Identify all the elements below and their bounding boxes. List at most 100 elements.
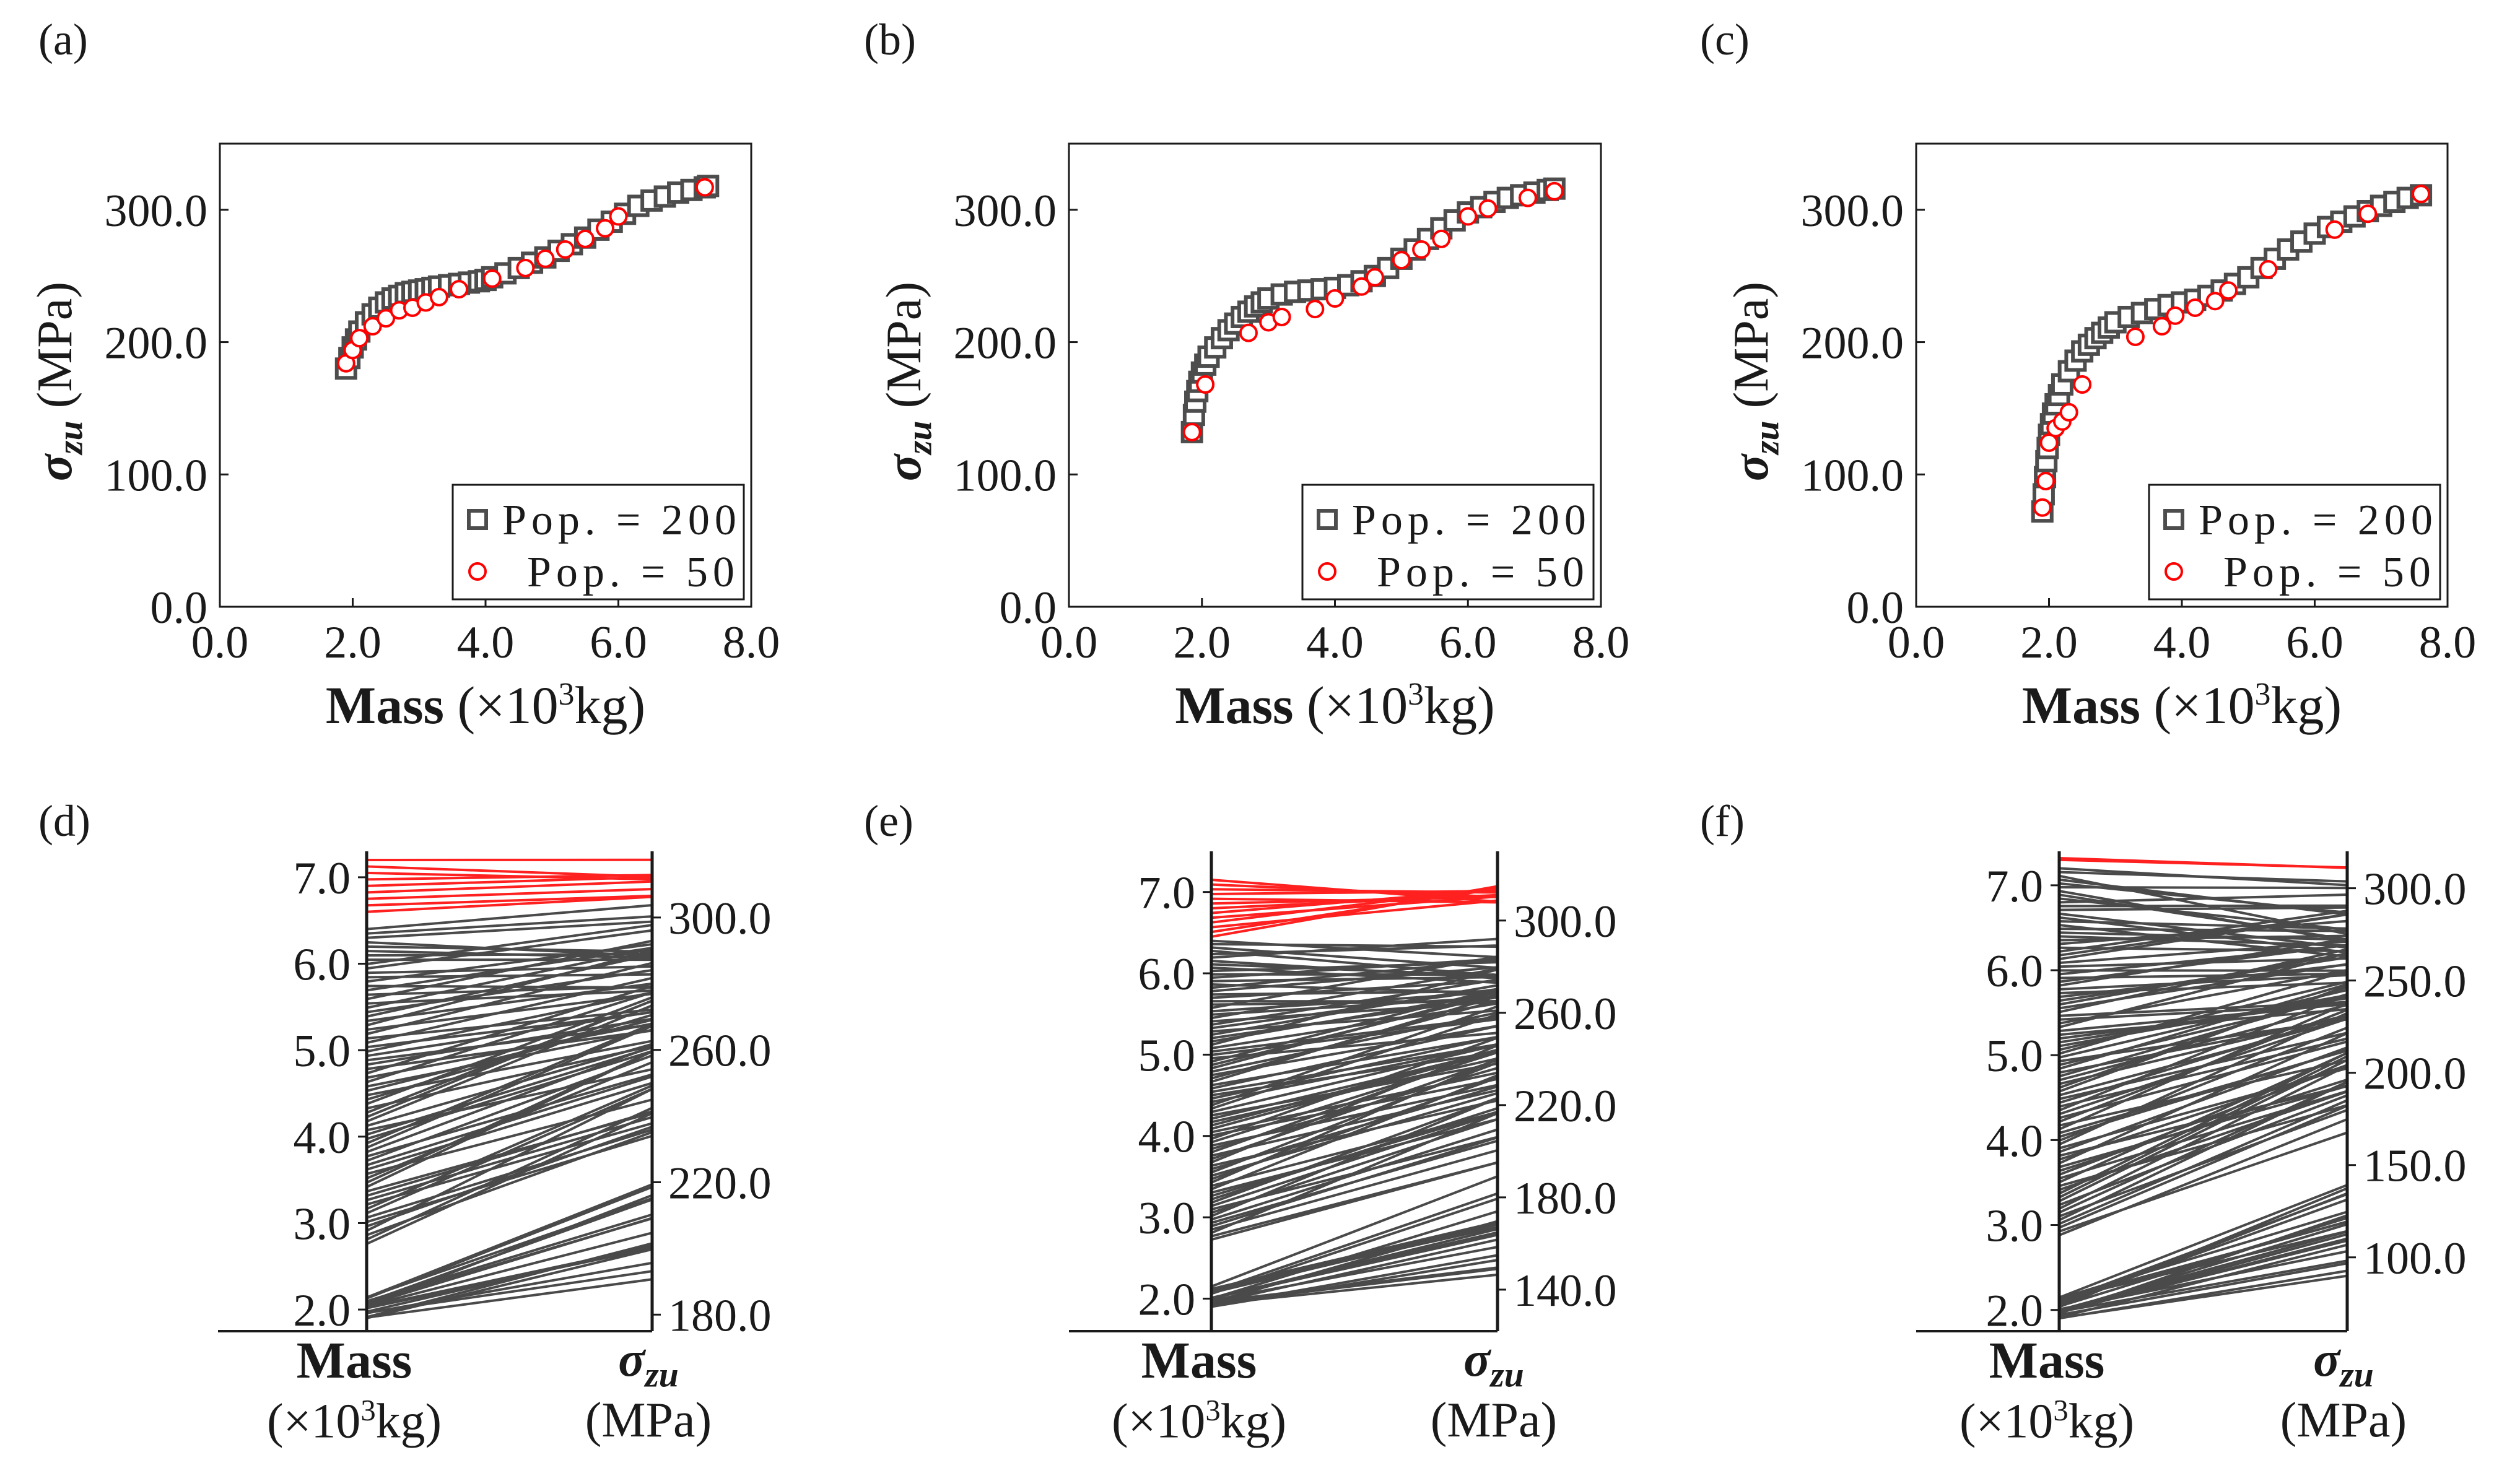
solution-line <box>366 1111 653 1193</box>
mass-tick-label: 3.0 <box>1138 1193 1196 1244</box>
marker-circle-pop50 <box>2059 402 2078 422</box>
solution-line <box>366 1261 653 1314</box>
marker-circle-pop50 <box>2325 220 2344 239</box>
y-axis-title-a: σzu (MPa) <box>28 282 90 481</box>
solution-line <box>1211 1084 1498 1147</box>
x-axis-title-c-sup: 3 <box>2255 677 2271 712</box>
solution-line <box>1211 1139 1498 1224</box>
solution-line <box>1211 1002 1498 1050</box>
solution-line <box>1211 1024 1498 1077</box>
marker-circle-pop50 <box>556 240 575 259</box>
x-tick-label: 8.0 <box>1572 617 1630 668</box>
solution-line <box>2059 1004 2348 1082</box>
solution-line <box>2059 1037 2348 1108</box>
solution-line <box>2059 1078 2348 1173</box>
x-axis-title-c: Mass (×103kg) <box>2022 675 2342 735</box>
y-tick-label: 100.0 <box>954 450 1057 501</box>
mass-axis-label-d-bold: Mass <box>297 1332 412 1389</box>
pareto-highlight-line <box>1211 895 1498 919</box>
solution-line <box>366 1045 653 1110</box>
solution-line <box>1211 1223 1498 1294</box>
solution-line <box>1211 1266 1498 1303</box>
marker-circle-pop50 <box>575 229 595 248</box>
x-axis-title-b: Mass (×103kg) <box>1175 675 1494 735</box>
solution-line <box>1211 949 1498 977</box>
stress-axis-symbol-f-symbol: σ <box>2313 1332 2341 1387</box>
solution-line <box>366 949 653 959</box>
y-axis-title-b-symbol: σ <box>877 453 931 481</box>
solution-line <box>1211 984 1498 1036</box>
solution-line <box>366 1068 653 1132</box>
pareto-highlight-line <box>366 894 653 907</box>
solution-line <box>366 991 653 1084</box>
stress-axis-unit-f: (MPa) <box>2280 1393 2407 1448</box>
solution-line <box>1211 942 1498 949</box>
solution-line <box>366 1231 653 1308</box>
y-axis-title-b-subscript: zu <box>900 420 940 455</box>
pareto-highlight-line <box>1211 890 1498 895</box>
mass-tick-label: 5.0 <box>294 1026 351 1077</box>
marker-circle-pop50 <box>363 316 382 336</box>
x-tick-label: 2.0 <box>324 617 381 668</box>
x-tick-label: 8.0 <box>723 617 780 668</box>
marker-circle-pop50 <box>1306 300 1325 319</box>
solution-line <box>366 904 653 931</box>
solution-line <box>2059 1064 2348 1210</box>
solution-line <box>366 1023 653 1062</box>
solution-line <box>366 1122 653 1206</box>
marker-circle-pop50 <box>2125 328 2145 347</box>
y-axis-title-a-symbol: σ <box>28 453 82 481</box>
solution-line <box>366 920 653 939</box>
stress-tick-label: 220.0 <box>1514 1081 1617 1132</box>
solution-line <box>2059 874 2348 936</box>
marker-circle-pop50 <box>2259 260 2278 279</box>
solution-line <box>366 1116 653 1202</box>
solution-line <box>366 965 653 975</box>
x-axis-title-a-unit: (×10 <box>458 675 559 735</box>
solution-line <box>2059 867 2348 887</box>
x-axis-title-b-sup: 3 <box>1408 677 1424 712</box>
solution-line <box>2059 934 2348 942</box>
x-axis-title-c-unit-rest: kg) <box>2270 675 2342 735</box>
marker-circle-pop50 <box>1182 422 1201 441</box>
solution-line <box>366 1084 653 1210</box>
solution-line <box>366 1278 653 1319</box>
x-tick-label: 0.0 <box>1040 617 1098 668</box>
marker-circle-pop50 <box>377 309 396 328</box>
mass-tick-label: 6.0 <box>294 940 351 991</box>
mass-tick-label: 6.0 <box>1138 949 1196 1000</box>
solution-line <box>2059 1259 2348 1313</box>
y-axis-title-b: σzu (MPa) <box>877 282 940 481</box>
mass-tick-label: 6.0 <box>1986 946 2044 997</box>
stress-axis-symbol-e: σzu <box>1463 1332 1524 1395</box>
solution-line <box>2059 912 2348 949</box>
x-tick-label: 8.0 <box>2419 617 2477 668</box>
x-tick-label: 4.0 <box>1306 617 1364 668</box>
legend-label-pop200: Pop. = 200 <box>502 497 741 544</box>
solution-line <box>1211 1220 1498 1290</box>
solution-line <box>1211 966 1498 984</box>
solution-line <box>2059 1017 2348 1097</box>
legend-marker-circle <box>1318 562 1336 581</box>
marker-circle-pop50 <box>1478 199 1498 218</box>
mass-tick-label: 2.0 <box>1986 1286 2044 1337</box>
mass-axis-label-f-unit-pre: (×10 <box>1960 1394 2053 1449</box>
mass-axis-label-f-unit-rest: kg) <box>2069 1394 2134 1449</box>
solution-line <box>2059 1040 2348 1119</box>
x-tick-label: 2.0 <box>2020 617 2078 668</box>
mass-tick-label: 2.0 <box>294 1285 351 1336</box>
legend-label-pop50: Pop. = 50 <box>1377 549 1589 596</box>
mass-axis-label-f-unit: (×103kg) <box>1960 1394 2134 1449</box>
stress-axis-symbol-d-subscript: zu <box>643 1356 678 1395</box>
data-lines-e <box>1211 878 1498 1308</box>
pareto-highlight-line <box>366 880 653 894</box>
marker-circle-pop50 <box>596 219 615 238</box>
x-axis-title-b-unit: (×10 <box>1307 675 1408 735</box>
y-tick-label: 100.0 <box>1801 450 1904 501</box>
y-axis-title-a-subscript: zu <box>51 420 90 455</box>
solution-line <box>1211 1118 1498 1194</box>
x-axis-title-a-sup: 3 <box>559 677 575 712</box>
mass-tick-label: 4.0 <box>1986 1116 2044 1166</box>
legend-label-pop50: Pop. = 50 <box>527 549 739 596</box>
solution-line <box>366 924 653 966</box>
